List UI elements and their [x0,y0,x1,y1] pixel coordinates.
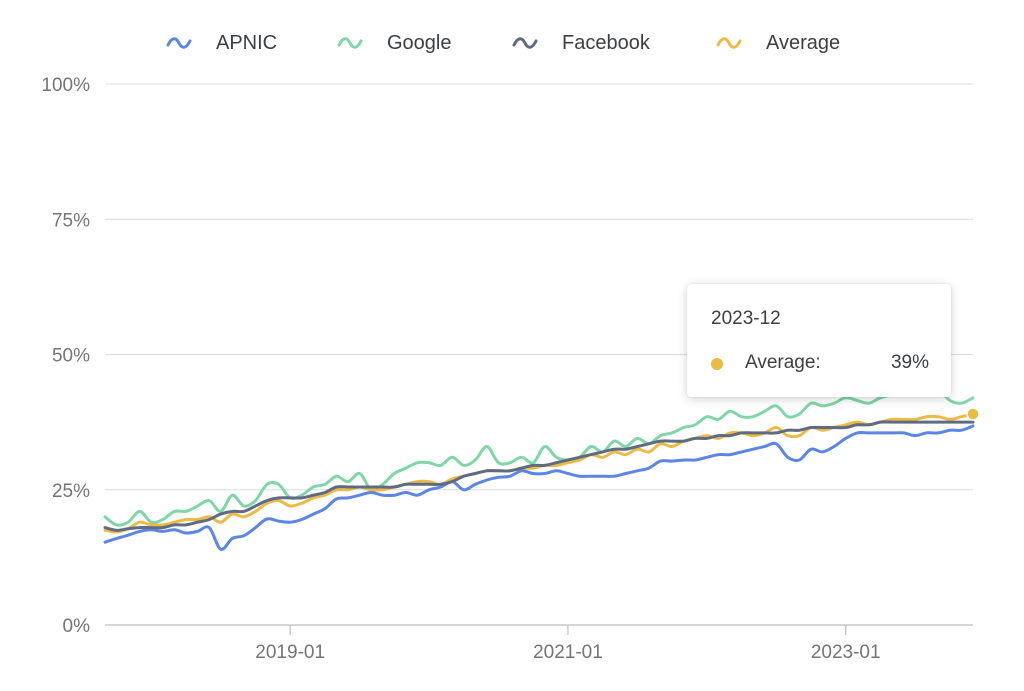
legend-label-apnic: APNIC [216,31,278,54]
tooltip: 2023-12 Average: 39% [687,284,951,397]
x-tick-label: 2019-01 [255,642,325,663]
legend-item-google[interactable]: Google [337,26,452,60]
tooltip-value: 39% [890,352,929,373]
wave-icon [337,37,363,49]
y-tick-label: 25% [52,481,90,502]
y-tick-label: 0% [63,616,91,637]
legend: APNIC Google Facebook Average [0,26,1024,60]
legend-label-average: Average [766,31,841,54]
tooltip-series-label: Average: [745,352,821,373]
tooltip-title: 2023-12 [711,308,781,329]
legend-item-facebook[interactable]: Facebook [512,26,650,60]
y-tick-label: 100% [41,75,90,96]
wave-icon [716,37,742,49]
wave-icon [512,37,538,49]
series-line-google [103,387,975,527]
series-line-apnic [103,424,975,551]
legend-label-google: Google [387,31,452,54]
tooltip-row: Average: 39% [711,352,929,374]
x-tick-label: 2023-01 [811,642,881,663]
tooltip-dot-icon [711,358,723,370]
legend-label-facebook: Facebook [562,31,650,54]
y-tick-label: 50% [52,346,90,367]
y-tick-label: 75% [52,210,90,231]
x-tick-label: 2021-01 [533,642,603,663]
legend-item-apnic[interactable]: APNIC [166,26,277,60]
wave-icon [166,37,192,49]
series-line-facebook [103,420,975,532]
highlight-point [966,407,980,421]
legend-item-average[interactable]: Average [716,26,840,60]
